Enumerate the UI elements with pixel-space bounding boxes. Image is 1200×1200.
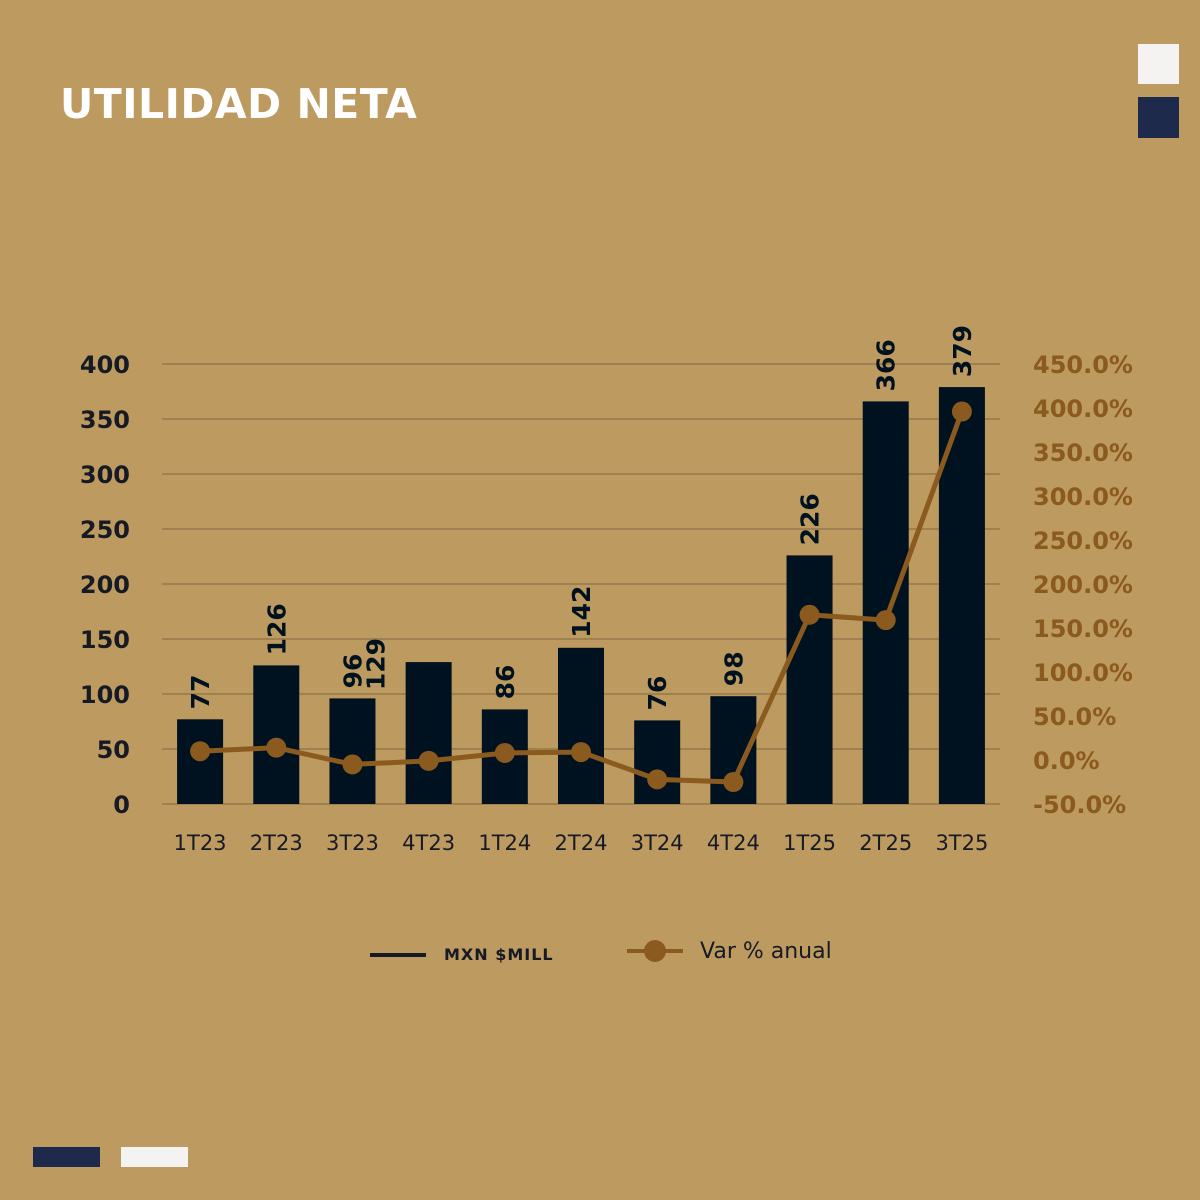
var-anual-point-3t24 [647, 769, 668, 790]
x-tick-label: 1T25 [783, 831, 836, 855]
y-left-tick-label: 200 [80, 571, 130, 599]
y-right-tick-label: 400.0% [1033, 395, 1133, 423]
bar-2t23 [253, 665, 300, 804]
bar-1t25 [786, 555, 833, 804]
bar-value-label: 76 [643, 676, 672, 711]
y-left-tick-label: 100 [80, 681, 130, 709]
bar-value-label: 96 [338, 654, 367, 689]
var-anual-point-3t25 [951, 401, 972, 422]
x-tick-label: 3T25 [935, 831, 988, 855]
bar-value-label: 98 [719, 651, 748, 686]
x-tick-label: 1T24 [478, 831, 531, 855]
bar-value-label: 129 [362, 638, 391, 690]
x-tick-label: 3T24 [631, 831, 684, 855]
y-left-tick-label: 350 [80, 406, 130, 434]
legend-line-swatch [627, 938, 683, 964]
decorative-white-bar [121, 1147, 188, 1167]
var-anual-point-3t23 [342, 754, 363, 775]
y-left-tick-label: 250 [80, 516, 130, 544]
x-tick-label: 4T23 [402, 831, 455, 855]
y-right-tick-label: 150.0% [1033, 615, 1133, 643]
var-anual-point-4t24 [723, 772, 744, 792]
bar-value-label: 126 [262, 603, 291, 655]
y-left-tick-label: 400 [80, 351, 130, 379]
bar-value-label: 77 [186, 675, 215, 710]
legend-line-label: Var % anual [700, 938, 832, 964]
y-left-tick-label: 150 [80, 626, 130, 654]
var-anual-point-1t25 [799, 604, 820, 625]
chart-legend: MXN $MILL Var % anual [0, 935, 1200, 975]
bar-value-label: 86 [491, 665, 520, 700]
bar-3t24 [634, 720, 681, 804]
y-left-tick-label: 50 [97, 736, 130, 764]
legend-item-line: Var % anual [627, 938, 832, 964]
bar-value-label: 379 [948, 325, 977, 377]
y-right-tick-label: 100.0% [1033, 659, 1133, 687]
bar-value-label: 366 [872, 339, 901, 391]
y-right-tick-label: 300.0% [1033, 483, 1133, 511]
var-anual-point-2t25 [875, 610, 896, 631]
y-left-tick-label: 0 [113, 791, 130, 819]
y-right-tick-label: 250.0% [1033, 527, 1133, 555]
decorative-white-square [1138, 44, 1179, 84]
y-right-tick-label: 0.0% [1033, 747, 1100, 775]
utilidad-neta-chart: 0 50 100 150 200 250 300 350 400 -50.0% 0.0% 50.0% 1… [80, 325, 1133, 855]
y-right-tick-label: 350.0% [1033, 439, 1133, 467]
y-right-tick-label: -50.0% [1033, 791, 1126, 819]
legend-bar-label: MXN $MILL [444, 945, 554, 964]
chart-title: UTILIDAD NETA [60, 80, 418, 128]
bar-1t23 [177, 719, 224, 804]
x-tick-label: 1T23 [174, 831, 227, 855]
x-tick-label: 2T23 [250, 831, 303, 855]
decorative-navy-bar [33, 1147, 100, 1167]
y-left-tick-label: 300 [80, 461, 130, 489]
legend-bar-swatch [370, 952, 426, 957]
bar-4t23 [405, 662, 452, 804]
decorative-navy-square [1138, 97, 1179, 138]
x-tick-label: 2T24 [555, 831, 608, 855]
bar-value-label: 226 [796, 493, 825, 545]
bar-value-label: 142 [567, 586, 596, 638]
y-right-tick-label: 200.0% [1033, 571, 1133, 599]
bar-3t23 [329, 698, 376, 804]
var-anual-point-1t24 [494, 742, 515, 763]
bar-2t24 [558, 647, 604, 804]
var-anual-point-2t23 [266, 737, 287, 758]
x-tick-label: 4T24 [707, 831, 760, 855]
y-right-tick-label: 450.0% [1033, 351, 1133, 379]
legend-item-bars: MXN $MILL [370, 945, 554, 964]
x-tick-label: 3T23 [326, 831, 379, 855]
bar-2t25 [862, 401, 909, 804]
y-right-tick-label: 50.0% [1033, 703, 1116, 731]
x-tick-label: 2T25 [859, 831, 912, 855]
var-anual-point-1t23 [190, 741, 211, 762]
var-anual-point-2t24 [571, 742, 591, 763]
var-anual-point-4t23 [418, 750, 439, 771]
